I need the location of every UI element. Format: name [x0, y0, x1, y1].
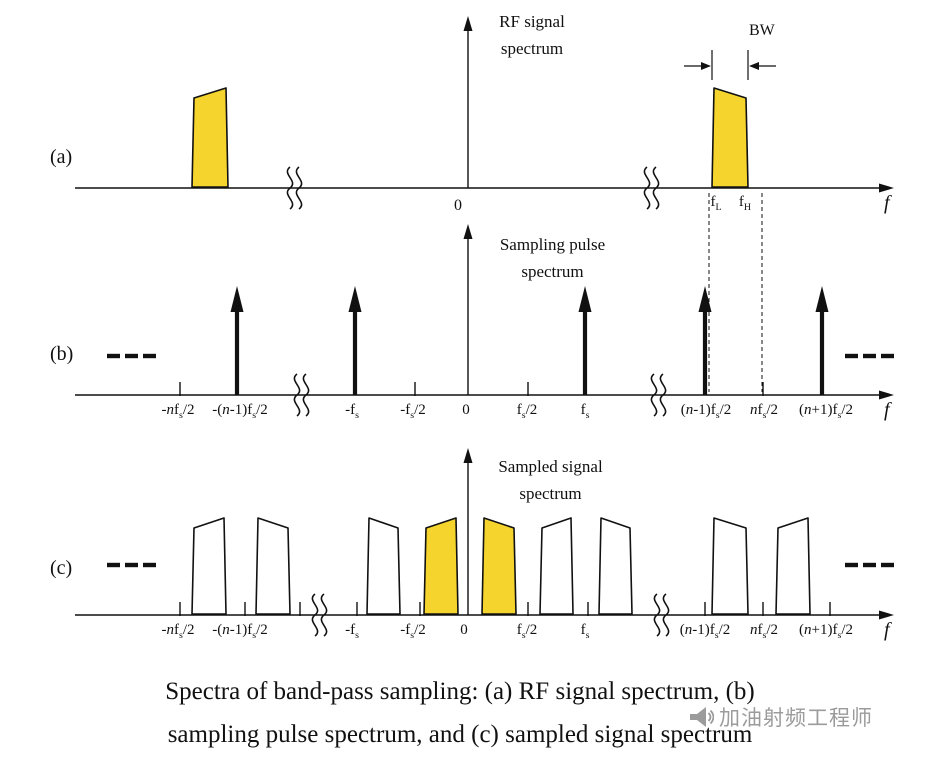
axis-label: -nfs/2	[161, 402, 195, 421]
panel-c-letter: (c)	[50, 557, 73, 579]
panel-a-f-label: f	[884, 192, 890, 214]
axis-label: fs	[580, 622, 590, 641]
impulse-arrowhead-icon	[815, 286, 829, 312]
megaphone-icon	[690, 707, 714, 727]
axis-label: -(n-1)fs/2	[212, 622, 268, 641]
frequency-axis-arrow-icon	[879, 390, 894, 400]
axis-break-icon	[311, 593, 319, 637]
ellipsis-dashes	[107, 353, 120, 359]
spectrum-band	[481, 517, 517, 615]
panel-a-title-line2: spectrum	[500, 39, 564, 58]
amplitude-axis-arrow-icon	[463, 448, 473, 463]
axis-label: fs	[580, 402, 590, 421]
ellipsis-dashes	[845, 353, 858, 359]
panel-b-f-label: f	[884, 399, 890, 421]
panel-a-title-line1: RF signal	[499, 12, 565, 31]
axis-break-icon	[653, 593, 661, 637]
axis-break-icon	[320, 593, 328, 637]
spectrum-band	[711, 517, 749, 615]
axis-label: fH	[738, 194, 752, 213]
axis-label: -fs/2	[400, 402, 426, 421]
panel-a-origin-label: 0	[454, 197, 462, 214]
axis-label: (n-1)fs/2	[679, 622, 731, 641]
axis-break-icon	[659, 373, 667, 417]
axis-label: -fs	[345, 622, 359, 641]
axis-label: 0	[460, 622, 468, 638]
impulse-arrowhead-icon	[578, 286, 592, 312]
ellipsis-dashes	[125, 562, 138, 568]
panel-c-title: Sampled signal spectrum	[458, 453, 643, 507]
ellipsis-dashes	[107, 562, 120, 568]
impulse-arrowhead-icon	[698, 286, 712, 312]
ellipsis-dashes	[881, 353, 894, 359]
axis-break-icon	[650, 373, 658, 417]
spectrum-band	[711, 87, 749, 188]
amplitude-axis-arrow-icon	[463, 16, 473, 31]
panel-c-f-label: f	[884, 619, 890, 641]
axis-label: -nfs/2	[161, 622, 195, 641]
axis-break-icon	[295, 166, 303, 210]
axis-label: (n-1)fs/2	[680, 402, 732, 421]
axis-break-icon	[286, 166, 294, 210]
frequency-axis-arrow-icon	[879, 610, 894, 620]
axis-break-icon	[652, 166, 660, 210]
panel-b-title-line1: Sampling pulse	[499, 235, 606, 254]
axis-break-icon	[662, 593, 670, 637]
panel-a-title: RF signal spectrum	[452, 8, 612, 62]
axis-break-icon	[302, 373, 310, 417]
spectrum-band	[191, 87, 229, 188]
ellipsis-dashes	[143, 562, 156, 568]
spectrum-band	[598, 517, 633, 615]
frequency-axis-arrow-icon	[879, 183, 894, 193]
spectrum-band	[423, 517, 459, 615]
impulse-arrowhead-icon	[348, 286, 362, 312]
impulse-arrowhead-icon	[230, 286, 244, 312]
panel-c-title-line2: spectrum	[519, 484, 582, 503]
figure-caption: Spectra of band-pass sampling: (a) RF si…	[55, 670, 865, 756]
amplitude-axis-arrow-icon	[463, 224, 473, 239]
axis-label: fs/2	[516, 402, 538, 421]
spectrum-band	[191, 517, 227, 615]
ellipsis-dashes	[143, 353, 156, 359]
ellipsis-dashes	[125, 353, 138, 359]
panel-c-title-line1: Sampled signal	[498, 457, 603, 476]
ellipsis-dashes	[881, 562, 894, 568]
axis-label: -(n-1)fs/2	[212, 402, 268, 421]
watermark: 加油射频工程师	[688, 702, 873, 732]
spectrum-band	[775, 517, 811, 615]
axis-label: nfs/2	[749, 622, 779, 641]
spectrum-band	[366, 517, 401, 615]
axis-label: (n+1)fs/2	[799, 402, 853, 421]
spectrum-band	[255, 517, 291, 615]
axis-label: fs/2	[516, 622, 538, 641]
axis-label: fL	[710, 194, 722, 213]
bw-arrowhead-icon	[749, 62, 759, 70]
caption-line2: sampling pulse spectrum, and (c) sampled…	[167, 721, 753, 748]
bw-arrowhead-icon	[701, 62, 711, 70]
panel-b-title: Sampling pulse spectrum	[460, 231, 645, 285]
spectrum-band	[539, 517, 574, 615]
panel-b-title-line2: spectrum	[521, 262, 584, 281]
axis-label: 0	[462, 402, 470, 418]
panel-a-letter: (a)	[50, 146, 73, 168]
watermark-text: 加油射频工程师	[719, 706, 873, 730]
axis-label: -fs/2	[400, 622, 426, 641]
panel-b-letter: (b)	[50, 343, 74, 365]
caption-line1: Spectra of band-pass sampling: (a) RF si…	[165, 678, 755, 705]
ellipsis-dashes	[863, 353, 876, 359]
axis-label: nfs/2	[749, 402, 779, 421]
axis-label: -fs	[345, 402, 359, 421]
ellipsis-dashes	[863, 562, 876, 568]
axis-break-icon	[293, 373, 301, 417]
axis-break-icon	[643, 166, 651, 210]
bandwidth-label: BW	[749, 22, 775, 39]
axis-label: (n+1)fs/2	[799, 622, 853, 641]
ellipsis-dashes	[845, 562, 858, 568]
